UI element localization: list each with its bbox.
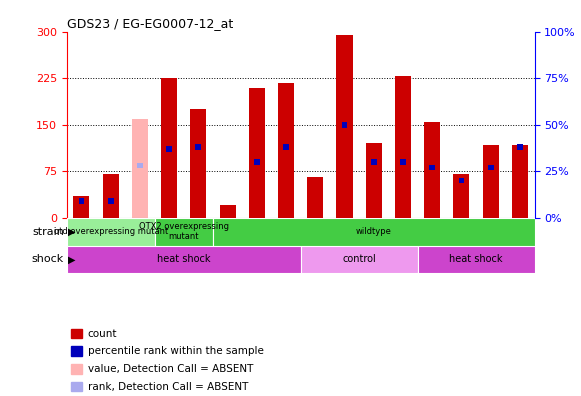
Bar (78, 198, 84, 204)
Bar (424, 122, 440, 218)
Bar (371, 159, 376, 165)
Text: GDS23 / EG-EG0007-12_at: GDS23 / EG-EG0007-12_at (67, 17, 233, 30)
Bar (71, 364, 82, 373)
Text: rank, Detection Call = ABSENT: rank, Detection Call = ABSENT (88, 382, 248, 392)
Bar (67, 246, 301, 273)
Bar (512, 145, 528, 218)
Bar (418, 246, 535, 273)
Bar (137, 163, 143, 168)
Bar (191, 109, 206, 218)
Bar (103, 174, 119, 218)
Text: control: control (342, 254, 376, 265)
Bar (71, 346, 82, 356)
Bar (488, 165, 494, 170)
Text: heat shock: heat shock (449, 254, 503, 265)
Bar (336, 35, 353, 218)
Bar (395, 76, 411, 218)
Text: value, Detection Call = ABSENT: value, Detection Call = ABSENT (88, 364, 253, 374)
Text: count: count (88, 329, 117, 339)
Text: shock: shock (31, 254, 64, 265)
Bar (249, 88, 265, 218)
Bar (429, 165, 435, 170)
Bar (73, 196, 89, 218)
Text: ▶: ▶ (68, 227, 76, 237)
Text: otd overexpressing mutant: otd overexpressing mutant (53, 227, 168, 236)
Text: percentile rank within the sample: percentile rank within the sample (88, 346, 264, 356)
Bar (107, 198, 114, 204)
Text: heat shock: heat shock (157, 254, 210, 265)
Bar (283, 144, 289, 150)
Bar (213, 218, 535, 246)
Bar (132, 118, 148, 218)
Bar (517, 144, 523, 150)
Bar (453, 174, 469, 218)
Bar (307, 177, 323, 218)
Text: strain: strain (32, 227, 64, 237)
Bar (166, 146, 172, 152)
Bar (483, 145, 498, 218)
Text: ▶: ▶ (68, 254, 76, 265)
Bar (67, 218, 155, 246)
Bar (342, 122, 347, 128)
Bar (73, 196, 89, 218)
Bar (365, 143, 382, 218)
Bar (458, 178, 464, 183)
Bar (71, 329, 82, 338)
Bar (155, 218, 213, 246)
Text: OTX2 overexpressing
mutant: OTX2 overexpressing mutant (139, 222, 229, 241)
Text: wildtype: wildtype (356, 227, 392, 236)
Bar (220, 206, 236, 218)
Bar (195, 144, 201, 150)
Bar (301, 246, 418, 273)
Bar (71, 382, 82, 391)
Bar (278, 82, 294, 218)
Bar (161, 78, 177, 218)
Bar (400, 159, 406, 165)
Bar (254, 159, 260, 165)
